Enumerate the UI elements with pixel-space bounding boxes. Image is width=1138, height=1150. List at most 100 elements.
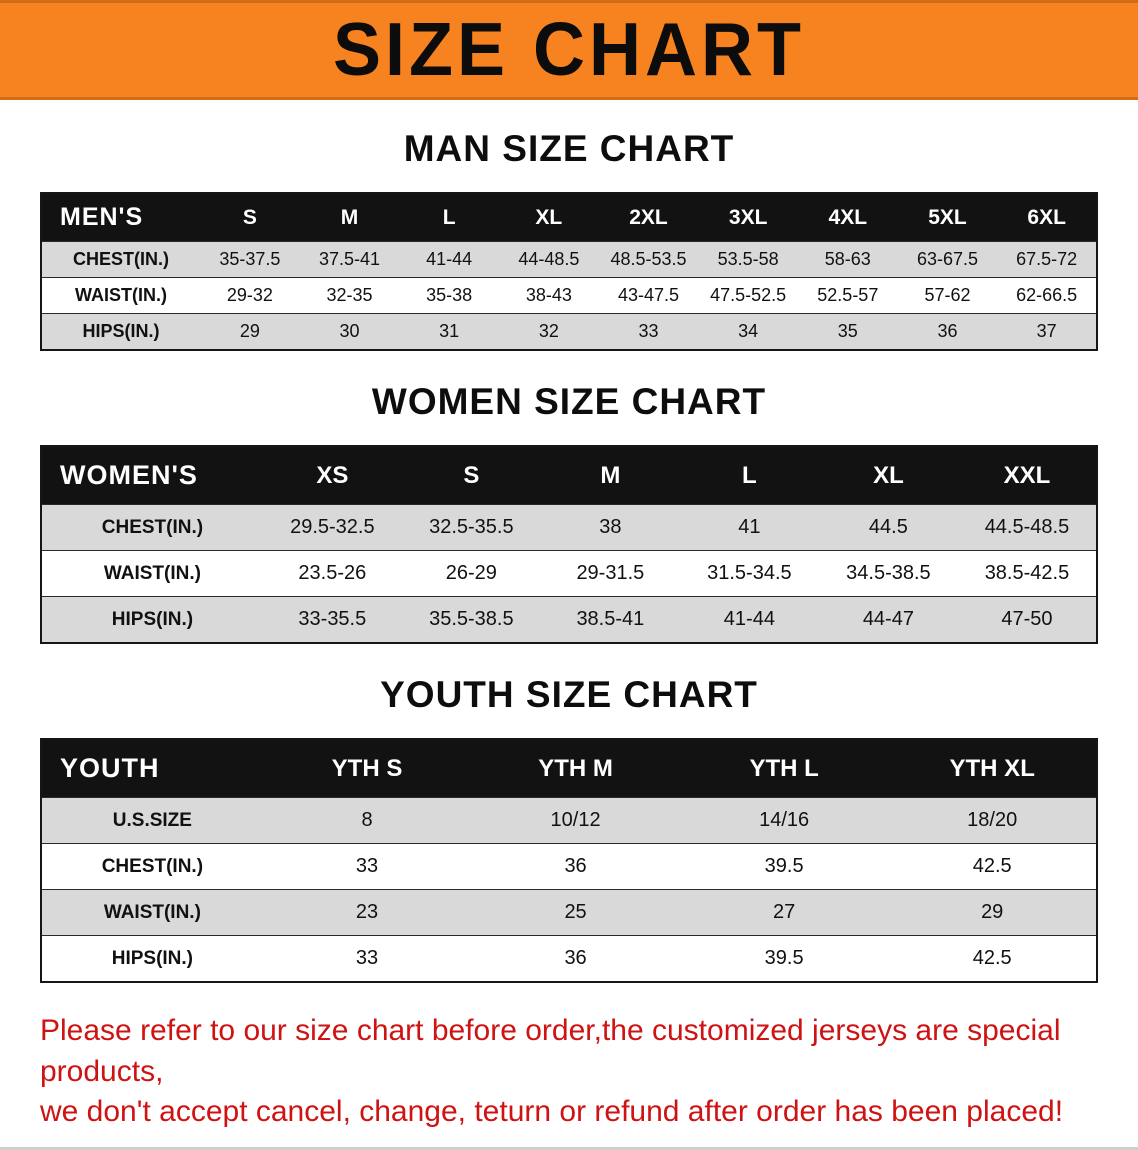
- size-value-cell: 38.5-42.5: [957, 550, 1097, 597]
- size-value-cell: 41-44: [679, 596, 819, 643]
- size-value-cell: 39.5: [679, 843, 889, 890]
- header-cell: 3XL: [698, 193, 798, 242]
- header-cell: YOUTH: [41, 739, 263, 798]
- women-size-table: WOMEN'S XS S M L XL XXL CHEST(IN.) 29.5-…: [40, 445, 1098, 644]
- row-label-cell: HIPS(IN.): [41, 313, 201, 350]
- size-value-cell: 10/12: [471, 797, 680, 844]
- size-value-cell: 38-43: [499, 277, 599, 314]
- row-label-cell: CHEST(IN.): [41, 241, 201, 278]
- youth-size-table: YOUTH YTH S YTH M YTH L YTH XL U.S.SIZE …: [40, 738, 1098, 983]
- size-value-cell: 53.5-58: [698, 241, 798, 278]
- size-value-cell: 52.5-57: [797, 277, 898, 314]
- size-value-cell: 47-50: [957, 596, 1097, 643]
- size-value-cell: 30: [299, 313, 400, 350]
- table-row: WAIST(IN.) 23.5-26 26-29 29-31.5 31.5-34…: [41, 550, 1097, 597]
- size-value-cell: 44.5-48.5: [957, 504, 1097, 551]
- row-label-cell: CHEST(IN.): [41, 843, 263, 890]
- size-value-cell: 57-62: [897, 277, 998, 314]
- header-cell: XL: [499, 193, 599, 242]
- header-cell: MEN'S: [41, 193, 201, 242]
- size-value-cell: 36: [471, 935, 680, 982]
- header-cell: 6XL: [997, 193, 1097, 242]
- size-value-cell: 42.5: [888, 935, 1097, 982]
- size-value-cell: 8: [262, 797, 472, 844]
- men-section-heading: MAN SIZE CHART: [403, 128, 735, 169]
- header-cell: XS: [262, 446, 402, 505]
- men-section: MAN SIZE CHART MEN'S S M L XL 2XL 3XL 4X…: [0, 128, 1138, 351]
- size-value-cell: 29: [888, 889, 1097, 936]
- header-cell: L: [399, 193, 500, 242]
- header-cell: XXL: [957, 446, 1097, 505]
- size-value-cell: 39.5: [679, 935, 889, 982]
- size-value-cell: 41-44: [399, 241, 500, 278]
- footer-note-line1: Please refer to our size chart before or…: [40, 1014, 1061, 1088]
- size-value-cell: 43-47.5: [598, 277, 699, 314]
- footer-note-line2: we don't accept cancel, change, teturn o…: [40, 1095, 1064, 1128]
- size-value-cell: 34: [698, 313, 798, 350]
- size-value-cell: 35-37.5: [200, 241, 300, 278]
- header-cell: YTH S: [262, 739, 472, 798]
- size-value-cell: 32: [499, 313, 599, 350]
- size-value-cell: 37.5-41: [299, 241, 400, 278]
- table-row: WAIST(IN.) 29-32 32-35 35-38 38-43 43-47…: [41, 277, 1097, 314]
- header-cell: S: [200, 193, 300, 242]
- size-value-cell: 35-38: [399, 277, 500, 314]
- size-value-cell: 58-63: [797, 241, 898, 278]
- women-section-heading: WOMEN SIZE CHART: [371, 381, 767, 422]
- table-row: HIPS(IN.) 33-35.5 35.5-38.5 38.5-41 41-4…: [41, 596, 1097, 643]
- size-value-cell: 42.5: [888, 843, 1097, 890]
- header-cell: S: [401, 446, 541, 505]
- size-value-cell: 23.5-26: [262, 550, 402, 597]
- size-value-cell: 26-29: [401, 550, 541, 597]
- youth-section-heading: YOUTH SIZE CHART: [380, 674, 758, 715]
- size-value-cell: 29-32: [200, 277, 300, 314]
- men-size-table: MEN'S S M L XL 2XL 3XL 4XL 5XL 6XL CHEST…: [40, 192, 1098, 351]
- size-value-cell: 37: [997, 313, 1097, 350]
- row-label-cell: WAIST(IN.): [41, 889, 263, 936]
- size-value-cell: 32-35: [299, 277, 400, 314]
- footer-note: Please refer to our size chart before or…: [40, 1011, 1098, 1133]
- row-label-cell: CHEST(IN.): [41, 504, 263, 551]
- size-value-cell: 29-31.5: [540, 550, 680, 597]
- table-header-row: YOUTH YTH S YTH M YTH L YTH XL: [41, 739, 1097, 798]
- row-label-cell: WAIST(IN.): [41, 550, 263, 597]
- size-value-cell: 44.5: [818, 504, 958, 551]
- size-value-cell: 36: [897, 313, 998, 350]
- header-cell: 4XL: [797, 193, 898, 242]
- size-value-cell: 41: [679, 504, 819, 551]
- header-cell: YTH M: [471, 739, 680, 798]
- size-value-cell: 48.5-53.5: [598, 241, 699, 278]
- table-header-row: WOMEN'S XS S M L XL XXL: [41, 446, 1097, 505]
- size-value-cell: 33: [262, 935, 472, 982]
- header-cell: M: [540, 446, 680, 505]
- size-value-cell: 32.5-35.5: [401, 504, 541, 551]
- table-header-row: MEN'S S M L XL 2XL 3XL 4XL 5XL 6XL: [41, 193, 1097, 242]
- size-value-cell: 62-66.5: [997, 277, 1097, 314]
- header-cell: L: [679, 446, 819, 505]
- size-value-cell: 44-47: [818, 596, 958, 643]
- size-value-cell: 18/20: [888, 797, 1097, 844]
- table-row: WAIST(IN.) 23 25 27 29: [41, 889, 1097, 936]
- women-section: WOMEN SIZE CHART WOMEN'S XS S M L XL XXL: [0, 381, 1138, 644]
- size-value-cell: 35.5-38.5: [401, 596, 541, 643]
- size-value-cell: 33: [598, 313, 699, 350]
- size-value-cell: 23: [262, 889, 472, 936]
- table-row: HIPS(IN.) 29 30 31 32 33 34 35 36 37: [41, 313, 1097, 350]
- row-label-cell: WAIST(IN.): [41, 277, 201, 314]
- table-row: CHEST(IN.) 29.5-32.5 32.5-35.5 38 41 44.…: [41, 504, 1097, 551]
- header-cell: M: [299, 193, 400, 242]
- youth-section: YOUTH SIZE CHART YOUTH YTH S YTH M YTH L…: [0, 674, 1138, 983]
- row-label-cell: HIPS(IN.): [41, 935, 263, 982]
- header-cell: YTH L: [679, 739, 889, 798]
- size-value-cell: 47.5-52.5: [698, 277, 798, 314]
- header-cell: WOMEN'S: [41, 446, 263, 505]
- size-value-cell: 31: [399, 313, 500, 350]
- size-value-cell: 33-35.5: [262, 596, 402, 643]
- size-value-cell: 34.5-38.5: [818, 550, 958, 597]
- header-cell: 2XL: [598, 193, 699, 242]
- size-value-cell: 67.5-72: [997, 241, 1097, 278]
- table-row: CHEST(IN.) 35-37.5 37.5-41 41-44 44-48.5…: [41, 241, 1097, 278]
- size-value-cell: 27: [679, 889, 889, 936]
- size-value-cell: 63-67.5: [897, 241, 998, 278]
